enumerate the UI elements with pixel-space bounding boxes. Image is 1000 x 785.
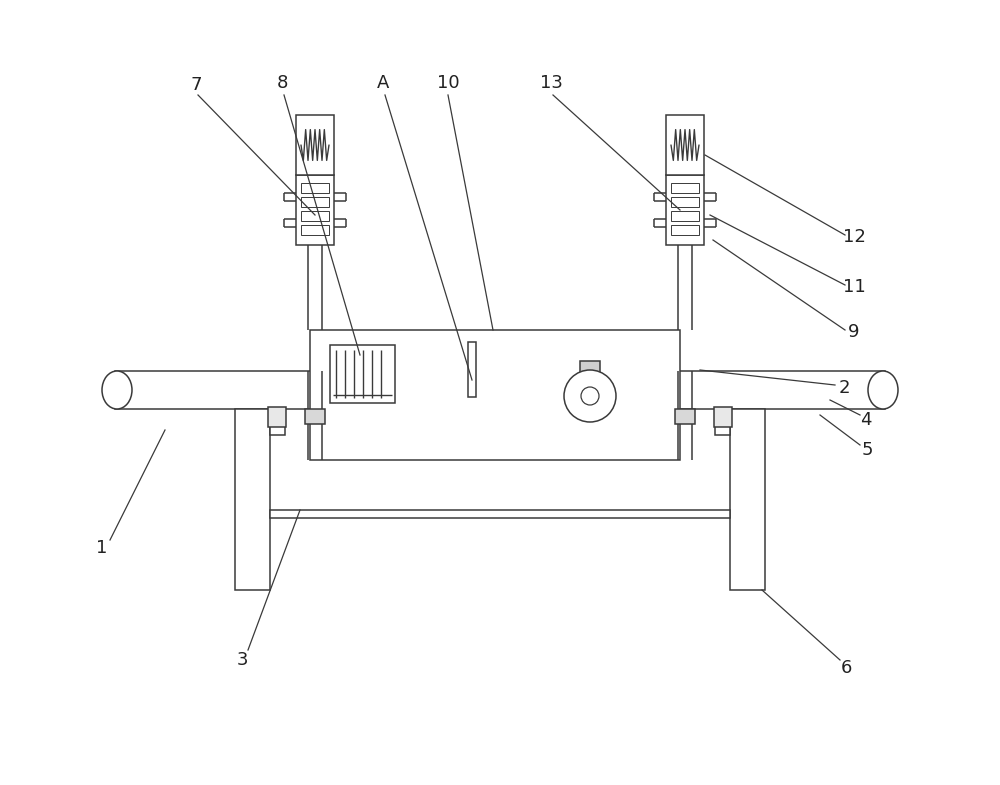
Text: 9: 9 [848,323,860,341]
Text: 5: 5 [861,441,873,459]
Bar [270,417,285,435]
Text: 10: 10 [437,74,459,92]
Bar [296,175,334,245]
Text: 4: 4 [860,411,872,429]
Text: 3: 3 [236,651,248,669]
Ellipse shape [868,371,898,409]
Bar [671,211,699,221]
Bar [305,409,325,424]
Circle shape [581,387,599,405]
Text: 8: 8 [276,74,288,92]
Bar [310,330,680,460]
Bar [730,409,765,590]
Bar [468,342,476,397]
Text: 2: 2 [838,379,850,397]
Circle shape [564,370,616,422]
Text: 12: 12 [843,228,865,246]
Bar [330,345,395,403]
Text: 1: 1 [96,539,108,557]
Bar [675,409,695,424]
Bar [301,197,329,207]
Bar [301,183,329,193]
Bar [580,361,600,373]
Text: 7: 7 [190,76,202,94]
Bar [296,115,334,175]
Bar [715,417,730,435]
Bar [671,183,699,193]
Bar [714,407,732,427]
Text: A: A [377,74,389,92]
Bar [666,175,704,245]
Bar [671,225,699,235]
Text: 13: 13 [540,74,562,92]
Bar [235,409,270,590]
Bar [115,371,885,409]
Text: 6: 6 [840,659,852,677]
Bar [268,407,286,427]
Ellipse shape [102,371,132,409]
Bar [301,211,329,221]
Bar [666,115,704,175]
Text: 11: 11 [843,278,865,296]
Bar [671,197,699,207]
Bar [301,225,329,235]
Bar [270,510,730,518]
